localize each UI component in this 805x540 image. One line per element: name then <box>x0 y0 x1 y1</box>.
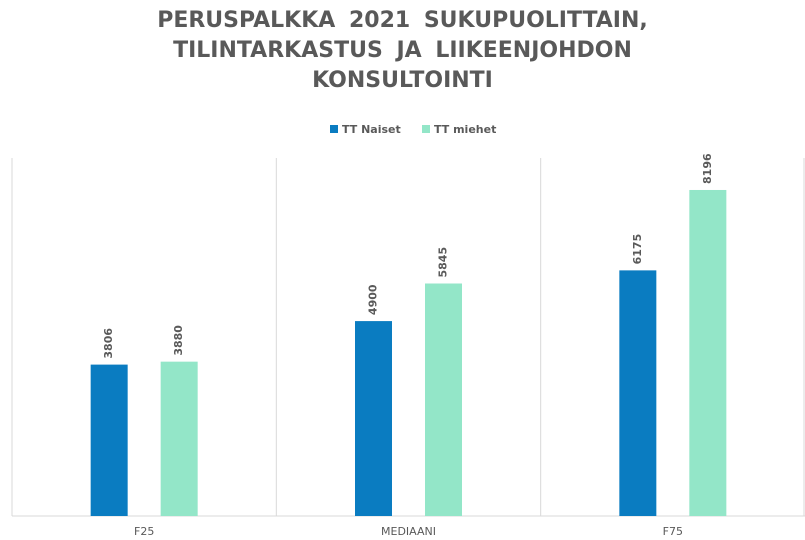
x-tick-label: MEDIAANI <box>381 525 436 538</box>
data-label: 5845 <box>437 247 450 278</box>
legend-swatch <box>330 125 338 133</box>
bar <box>619 270 657 516</box>
bar <box>355 321 392 516</box>
chart-title: PERUSPALKKA 2021 SUKUPUOLITTAIN, TILINTA… <box>157 8 648 93</box>
data-label: 3806 <box>102 328 115 359</box>
bar <box>689 189 727 517</box>
legend-label: TT miehet <box>434 123 496 136</box>
data-label: 3880 <box>172 325 185 356</box>
legend-swatch <box>422 125 430 133</box>
x-tick-label: F75 <box>663 525 683 538</box>
data-label: 6175 <box>631 234 644 265</box>
x-tick-label: F25 <box>134 525 154 538</box>
bar <box>425 283 462 516</box>
data-label: 8196 <box>701 153 714 184</box>
legend-label: TT Naiset <box>342 123 401 136</box>
data-label: 4900 <box>367 284 380 315</box>
bar <box>160 361 198 516</box>
bar <box>90 364 128 516</box>
title-box: PERUSPALKKA 2021 SUKUPUOLITTAIN, TILINTA… <box>0 6 805 96</box>
